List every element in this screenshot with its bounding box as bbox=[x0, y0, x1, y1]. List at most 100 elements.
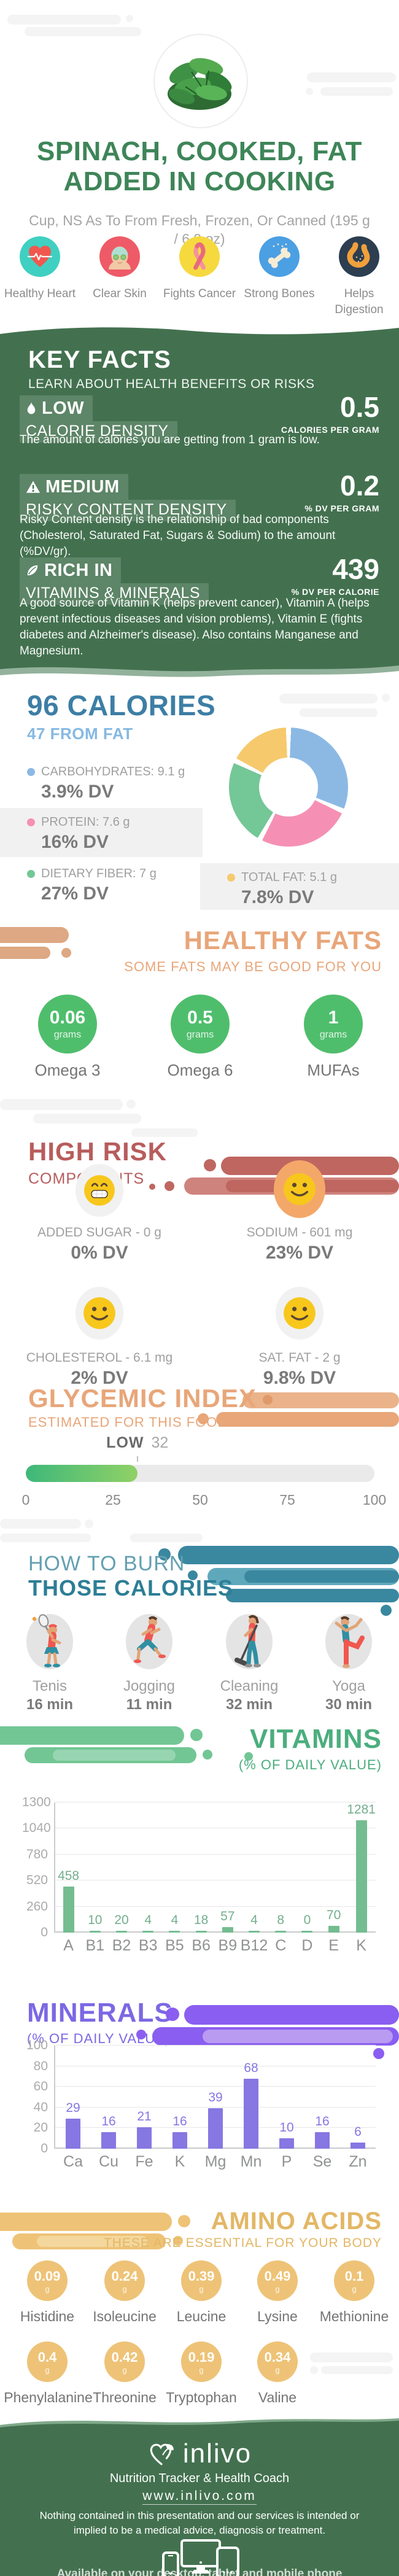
bar bbox=[244, 2078, 258, 2149]
yoga-figure bbox=[325, 1614, 372, 1669]
decorative-blob bbox=[0, 1534, 91, 1542]
y-axis-tick: 1300 bbox=[22, 1795, 51, 1809]
decorative-blob bbox=[0, 927, 69, 943]
fact-category: CALORIE DENSITY bbox=[20, 421, 177, 443]
amino-blob-isoleucine: 0.24 g bbox=[101, 2257, 150, 2303]
amino-label: Histidine bbox=[20, 2308, 75, 2324]
amino-label: Methionine bbox=[319, 2308, 389, 2324]
macros-donut-chart bbox=[229, 727, 348, 847]
activity-label: Tenis bbox=[32, 1678, 68, 1694]
bar bbox=[275, 1931, 287, 1933]
gi-scale-tick: 50 bbox=[192, 1492, 208, 1508]
vitamins-section: VITAMINS (% OF DAILY VALUE) 0 260 520 780 10… bbox=[0, 1719, 399, 1989]
minerals-chart: 0 20 40 60 80 100 29 Ca 16 Cu 21 Fe 16 K 39 Mg 68 Mn 10 P 16… bbox=[22, 2038, 378, 2194]
risk-dv: 2% DV bbox=[71, 1368, 128, 1388]
x-axis-label: Zn bbox=[349, 2153, 367, 2170]
bar bbox=[328, 1925, 339, 1933]
decorative-blob bbox=[184, 2005, 399, 2025]
y-axis-tick: 1040 bbox=[22, 1821, 51, 1836]
decorative-blob bbox=[165, 1181, 174, 1191]
y-axis-tick: 60 bbox=[33, 2079, 48, 2094]
risk-dv: 0% DV bbox=[71, 1243, 128, 1263]
fact-badge-label: RICH IN bbox=[44, 560, 113, 580]
x-axis-label: P bbox=[281, 2153, 292, 2170]
bar-column: 16 Cu bbox=[91, 2046, 126, 2170]
website-link[interactable]: www.inlivo.com bbox=[142, 2489, 257, 2505]
bar-column: 458 A bbox=[55, 1802, 82, 1954]
footer-section: inlivo Nutrition Tracker & Health Coach … bbox=[0, 2413, 399, 2576]
x-axis-label: Cu bbox=[99, 2153, 118, 2170]
key-facts-body bbox=[0, 343, 399, 664]
omega3-blob: 0.06 grams bbox=[33, 990, 104, 1056]
amino-blob-phenylalanine: 0.4 g bbox=[23, 2338, 73, 2384]
fat-value: 0.06 bbox=[49, 1007, 86, 1028]
amino-value: 0.49 bbox=[264, 2268, 291, 2284]
decorative-blob bbox=[310, 2366, 318, 2374]
key-facts-section: KEY FACTS LEARN ABOUT HEALTH BENEFITS OR… bbox=[0, 324, 399, 683]
amino-value: 0.34 bbox=[264, 2349, 291, 2365]
legend-dot bbox=[27, 768, 35, 776]
x-axis-label: B3 bbox=[138, 1937, 158, 1954]
gi-scale-tick: 75 bbox=[279, 1492, 295, 1508]
bar-value: 39 bbox=[208, 2090, 223, 2105]
bar-column: 29 Ca bbox=[55, 2046, 91, 2170]
bar bbox=[142, 1931, 154, 1933]
decorative-blob bbox=[0, 947, 50, 959]
gi-scale-tick: 0 bbox=[21, 1492, 30, 1508]
wave-bottom bbox=[0, 664, 399, 683]
decorative-blob bbox=[190, 1729, 203, 1741]
decorative-blob bbox=[321, 2366, 393, 2374]
decorative-blob bbox=[204, 1159, 216, 1171]
amino-unit: g bbox=[352, 2284, 357, 2294]
y-axis-tick: 20 bbox=[33, 2120, 48, 2135]
warning-icon bbox=[26, 480, 41, 493]
decorative-blob bbox=[0, 1726, 184, 1745]
legend-band bbox=[200, 863, 399, 910]
amino-unit: g bbox=[275, 2365, 280, 2375]
chart-plot-area: 458 A 10 B1 20 B2 4 B3 4 B5 18 B6 57 B9 4 B12 8 C 0 D 70 E 128… bbox=[54, 1802, 376, 1954]
bar-column: 39 Mg bbox=[198, 2046, 233, 2170]
activity-cleaning: Cleaning 32 min bbox=[206, 1611, 292, 1713]
fat-unit: grams bbox=[319, 1030, 347, 1040]
benefit-strong-bones: Strong Bones bbox=[242, 236, 316, 302]
legend-carbohydrates: CARBOHYDRATES: 9.1 g 3.9% DV bbox=[27, 765, 185, 802]
x-axis-label: Ca bbox=[63, 2153, 83, 2170]
decorative-blob bbox=[85, 1519, 93, 1528]
vitamins-title: VITAMINS bbox=[250, 1724, 382, 1754]
decorative-blob bbox=[373, 2048, 384, 2059]
bar bbox=[63, 1887, 74, 1933]
x-axis-label: D bbox=[301, 1937, 313, 1954]
x-axis-label: Fe bbox=[135, 2153, 153, 2170]
food-photo bbox=[153, 34, 248, 128]
bar-value: 29 bbox=[66, 2101, 80, 2116]
y-axis-tick: 40 bbox=[33, 2100, 48, 2114]
bar bbox=[222, 1926, 233, 1933]
bar-column: 57 B9 bbox=[214, 1802, 241, 1954]
bar-value: 16 bbox=[172, 2114, 187, 2129]
decorative-blob bbox=[33, 1114, 141, 1123]
bar bbox=[116, 1930, 127, 1933]
amino-unit: g bbox=[199, 2365, 204, 2375]
decorative-blob bbox=[149, 1184, 155, 1190]
decorative-blob bbox=[7, 15, 121, 25]
decorative-blob bbox=[61, 948, 71, 958]
bar-value: 68 bbox=[244, 2060, 258, 2075]
burn-title-line2: THOSE CALORIES bbox=[28, 1575, 234, 1600]
decorative-blob bbox=[25, 27, 141, 36]
benefit-label: Helps Digestion bbox=[335, 287, 384, 316]
fat-value: 1 bbox=[328, 1007, 339, 1028]
x-axis-label: B5 bbox=[165, 1937, 184, 1954]
high-risk-title: HIGH RISK bbox=[28, 1137, 168, 1166]
bar-column: 20 B2 bbox=[108, 1802, 134, 1954]
legend-dietary-fiber: DIETARY FIBER: 7 g 27% DV bbox=[27, 867, 157, 904]
decorative-blob bbox=[188, 1570, 198, 1580]
activity-label: Jogging bbox=[123, 1678, 176, 1694]
activity-label: Yoga bbox=[332, 1678, 365, 1694]
fact-description: Risky Content density is the relationshi… bbox=[20, 513, 336, 558]
glycemic-index-subtitle: ESTIMATED FOR THIS FOOD bbox=[28, 1414, 228, 1430]
healthy-fats-title: HEALTHY FATS bbox=[184, 926, 382, 955]
fat-label: Omega 3 bbox=[34, 1061, 101, 1079]
amino-blob-threonine: 0.42 g bbox=[101, 2338, 150, 2384]
amino-label: Lysine bbox=[257, 2308, 298, 2324]
decorative-blob bbox=[216, 1412, 399, 1427]
